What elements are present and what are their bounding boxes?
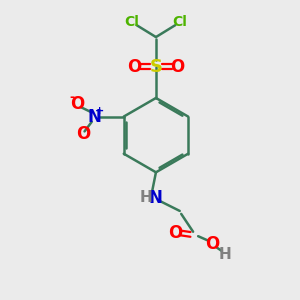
Text: O: O [76, 125, 90, 143]
Text: H: H [139, 190, 152, 205]
Text: Cl: Cl [172, 15, 187, 29]
Text: H: H [218, 247, 231, 262]
Text: O: O [70, 95, 85, 113]
Text: N: N [87, 108, 101, 126]
Text: S: S [149, 58, 162, 76]
Text: -: - [69, 91, 74, 104]
Text: O: O [128, 58, 142, 76]
Text: +: + [95, 106, 105, 116]
Text: O: O [168, 224, 182, 242]
Text: O: O [205, 235, 220, 253]
Text: Cl: Cl [125, 15, 140, 29]
Text: N: N [148, 189, 162, 207]
Text: O: O [170, 58, 184, 76]
